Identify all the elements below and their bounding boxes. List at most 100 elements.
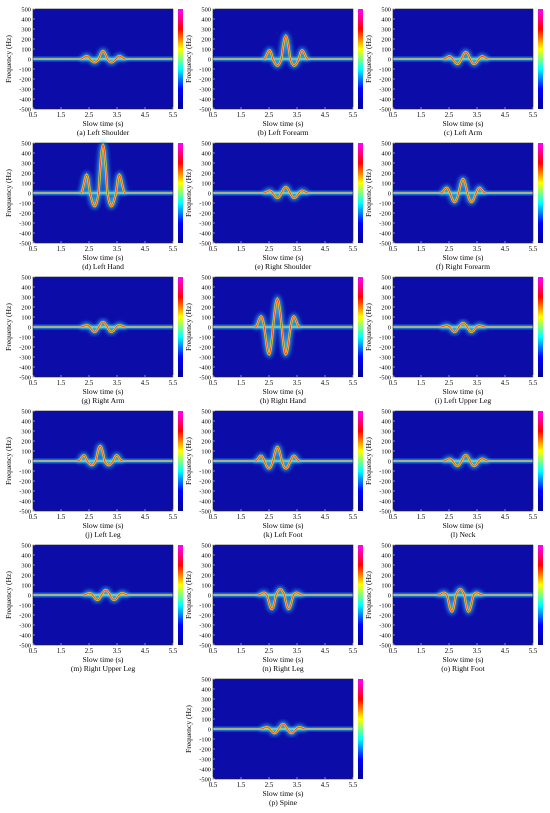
y-tick-label: 200 xyxy=(21,572,31,579)
panel-caption: (d) Left Hand xyxy=(82,262,124,271)
y-tick-label: 100 xyxy=(201,448,211,455)
x-tick-label: 0.5 xyxy=(29,112,38,119)
y-axis-label: Frequency (Hz) xyxy=(4,571,13,619)
y-tick-label: 100 xyxy=(21,448,31,455)
x-tick-label: 1.5 xyxy=(237,648,246,655)
x-tick-label: 2.5 xyxy=(445,246,454,253)
y-tick-label: -200 xyxy=(199,612,211,619)
y-tick-label: -200 xyxy=(19,478,31,485)
signature-core xyxy=(440,322,486,333)
y-tick-label: 100 xyxy=(21,180,31,187)
y-tick-label: -500 xyxy=(199,776,211,783)
x-tick-label: 0.5 xyxy=(29,246,38,253)
y-tick-label: 0 xyxy=(208,56,211,63)
y-tick-label: 300 xyxy=(201,26,211,33)
y-tick-label: -200 xyxy=(199,76,211,83)
x-tick-label: 5.5 xyxy=(529,648,538,655)
y-tick-label: 0 xyxy=(388,324,391,331)
x-tick-label: 4.5 xyxy=(321,380,330,387)
x-axis-label: Slow time (s) xyxy=(443,521,484,530)
x-axis-label: Slow time (s) xyxy=(263,655,304,664)
x-axis-label: Slow time (s) xyxy=(83,655,124,664)
colorbar xyxy=(358,545,363,645)
y-tick-label: 400 xyxy=(381,150,391,157)
panel-caption: (m) Right Upper Leg xyxy=(71,664,136,673)
x-tick-label: 3.5 xyxy=(473,648,482,655)
colorbar xyxy=(178,143,183,243)
y-tick-label: 500 xyxy=(201,6,211,13)
y-tick-label: -300 xyxy=(19,622,31,629)
y-tick-label: 500 xyxy=(201,140,211,147)
y-tick-label: 400 xyxy=(201,16,211,23)
x-tick-label: 5.5 xyxy=(349,514,358,521)
signature-core xyxy=(80,143,126,207)
y-tick-label: -200 xyxy=(199,478,211,485)
y-tick-label: 500 xyxy=(381,408,391,415)
y-tick-label: -500 xyxy=(19,106,31,113)
y-tick-label: 0 xyxy=(208,324,211,331)
x-tick-label: 1.5 xyxy=(57,380,66,387)
y-tick-label: 200 xyxy=(21,36,31,43)
x-tick-label: 5.5 xyxy=(169,380,178,387)
y-tick-label: 300 xyxy=(381,294,391,301)
y-tick-label: 200 xyxy=(21,438,31,445)
y-tick-label: -400 xyxy=(19,498,31,505)
signature-core xyxy=(77,445,123,466)
x-tick-label: 1.5 xyxy=(237,112,246,119)
y-tick-label: 200 xyxy=(381,170,391,177)
x-tick-label: 1.5 xyxy=(57,514,66,521)
y-tick-label: 100 xyxy=(201,314,211,321)
y-tick-label: 200 xyxy=(21,304,31,311)
x-tick-label: 4.5 xyxy=(321,112,330,119)
y-tick-label: -500 xyxy=(19,374,31,381)
x-axis-label: Slow time (s) xyxy=(263,521,304,530)
y-tick-label: 0 xyxy=(208,726,211,733)
x-tick-label: 4.5 xyxy=(321,246,330,253)
x-tick-label: 0.5 xyxy=(209,246,218,253)
y-tick-label: 400 xyxy=(21,284,31,291)
signature-core xyxy=(443,51,489,65)
y-tick-label: 300 xyxy=(381,562,391,569)
y-tick-label: 400 xyxy=(21,552,31,559)
x-axis-label: Slow time (s) xyxy=(263,119,304,128)
x-tick-label: 4.5 xyxy=(321,782,330,789)
y-tick-label: 500 xyxy=(21,542,31,549)
y-tick-label: -400 xyxy=(379,364,391,371)
x-tick-label: 4.5 xyxy=(141,112,150,119)
colorbar xyxy=(358,411,363,511)
x-tick-label: 4.5 xyxy=(501,380,510,387)
x-tick-label: 5.5 xyxy=(529,246,538,253)
colorbar xyxy=(538,277,543,377)
x-tick-label: 1.5 xyxy=(57,112,66,119)
y-tick-label: 300 xyxy=(201,562,211,569)
y-tick-label: -300 xyxy=(19,86,31,93)
y-tick-label: 200 xyxy=(381,572,391,579)
colorbar xyxy=(358,277,363,377)
y-tick-label: 200 xyxy=(381,438,391,445)
y-axis-label: Frequency (Hz) xyxy=(184,35,193,83)
y-tick-label: 300 xyxy=(21,428,31,435)
x-tick-label: 1.5 xyxy=(417,648,426,655)
y-axis-label: Frequency (Hz) xyxy=(364,303,373,351)
y-tick-label: -300 xyxy=(19,220,31,227)
y-tick-label: 100 xyxy=(201,716,211,723)
panel-caption: (b) Left Forearm xyxy=(257,128,308,137)
y-tick-label: -500 xyxy=(199,374,211,381)
y-tick-label: -300 xyxy=(19,488,31,495)
y-tick-label: 0 xyxy=(208,592,211,599)
x-tick-label: 5.5 xyxy=(349,112,358,119)
y-tick-label: -400 xyxy=(379,96,391,103)
y-axis-label: Frequency (Hz) xyxy=(184,303,193,351)
y-tick-label: 200 xyxy=(201,170,211,177)
x-tick-label: 4.5 xyxy=(141,514,150,521)
y-axis-label: Frequency (Hz) xyxy=(4,303,13,351)
y-tick-label: -500 xyxy=(19,642,31,649)
x-axis-label: Slow time (s) xyxy=(83,119,124,128)
y-tick-label: 400 xyxy=(381,418,391,425)
x-tick-label: 3.5 xyxy=(113,112,122,119)
